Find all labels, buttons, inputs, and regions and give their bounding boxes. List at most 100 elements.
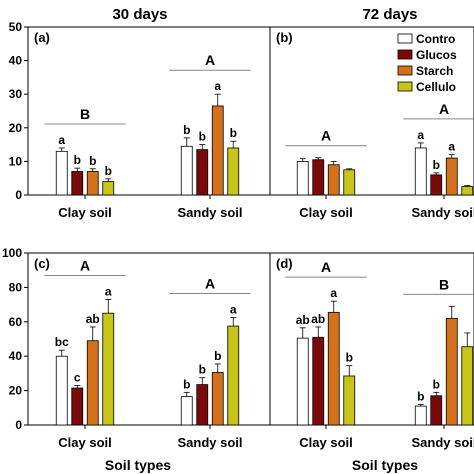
y-tick-label: 40: [9, 349, 23, 363]
significance-letter: b: [199, 130, 206, 144]
significance-letter: b: [105, 164, 112, 178]
bar: [296, 337, 309, 426]
bar: [445, 317, 458, 426]
bar: [71, 387, 84, 426]
significance-letter: a: [330, 286, 337, 300]
bar: [102, 312, 115, 426]
legend-label: Contro: [416, 32, 455, 46]
bar: [296, 160, 309, 196]
bar: [327, 164, 340, 196]
y-tick-label: 100: [2, 246, 22, 260]
bar: [227, 325, 240, 426]
panel-tag: (a): [34, 30, 50, 45]
significance-letter: b: [433, 377, 440, 391]
col-title-72-days: 72 days: [362, 6, 417, 23]
group-letter: A: [205, 276, 215, 292]
significance-letter: b: [183, 123, 190, 137]
significance-letter: b: [183, 377, 190, 391]
x-axis-label-left: Soil types: [105, 457, 171, 473]
legend-swatch: [397, 33, 413, 44]
bar: [71, 171, 84, 196]
significance-letter: bc: [55, 335, 69, 349]
y-tick-label: 50: [9, 20, 23, 34]
significance-letter: b: [214, 349, 221, 363]
bar: [211, 372, 224, 426]
panel-tag: (d): [276, 256, 293, 271]
significance-letter: a: [58, 133, 65, 147]
bar: [211, 105, 224, 196]
category-label: Sandy soil: [177, 205, 242, 220]
legend: Contro Glucos Starch Cellulo: [397, 32, 457, 94]
y-tick-label: 80: [9, 280, 23, 294]
legend-label: Cellulo: [416, 80, 456, 94]
significance-letter: a: [230, 303, 237, 317]
bar: [102, 181, 115, 196]
col-title-30-days: 30 days: [112, 6, 167, 23]
bar: [312, 336, 325, 426]
bar: [180, 396, 193, 426]
y-tick-label: 40: [9, 54, 23, 68]
significance-letter: ab: [311, 312, 325, 326]
significance-letter: ab: [296, 313, 310, 327]
legend-label: Glucos: [416, 48, 457, 62]
y-tick-label: 10: [9, 154, 23, 168]
bar: [196, 384, 209, 426]
significance-letter: a: [417, 128, 424, 142]
bar: [343, 169, 356, 196]
bar: [196, 149, 209, 196]
significance-letter: a: [448, 140, 455, 154]
significance-letter: b: [230, 126, 237, 140]
group-letter: A: [205, 52, 215, 68]
panel-tag: (c): [34, 256, 50, 271]
group-letter: A: [80, 257, 90, 273]
significance-letter: b: [74, 153, 81, 167]
category-label: Clay soil: [58, 435, 111, 450]
bar: [430, 174, 443, 196]
legend-swatch: [397, 65, 413, 76]
bar: [461, 186, 474, 196]
bar: [312, 159, 325, 196]
x-axis-label-right: Soil types: [352, 457, 418, 473]
bar: [430, 395, 443, 426]
panel-tag: (b): [276, 30, 293, 45]
significance-letter: ab: [86, 312, 100, 326]
significance-letter: a: [214, 79, 221, 93]
significance-letter: b: [346, 351, 353, 365]
bar: [414, 405, 427, 426]
plot-frame: [269, 26, 474, 196]
y-tick-label: 0: [15, 188, 22, 202]
category-label: Clay soil: [58, 205, 111, 220]
category-label: Sandy soil: [411, 435, 474, 450]
y-tick-label: 20: [9, 384, 23, 398]
significance-letter: b: [89, 154, 96, 168]
group-letter: B: [80, 106, 90, 122]
bar: [445, 157, 458, 196]
significance-letter: a: [105, 284, 112, 298]
legend-swatch: [397, 81, 413, 92]
significance-letter: b: [433, 158, 440, 172]
significance-letter: c: [74, 370, 81, 384]
bar: [86, 340, 99, 426]
y-tick-label: 20: [9, 121, 23, 135]
legend-swatch: [397, 49, 413, 60]
bar: [180, 145, 193, 196]
category-label: Clay soil: [299, 205, 352, 220]
y-tick-label: 0: [15, 418, 22, 432]
group-letter: A: [321, 128, 331, 144]
bar: [227, 147, 240, 196]
plot-frame: [269, 252, 474, 426]
group-letter: A: [439, 101, 449, 117]
group-letter: A: [321, 259, 331, 275]
y-tick-label: 60: [9, 315, 23, 329]
category-label: Clay soil: [299, 435, 352, 450]
y-tick-label: 30: [9, 87, 23, 101]
bar: [461, 346, 474, 426]
bar: [86, 171, 99, 196]
category-label: Sandy soil: [411, 205, 474, 220]
bar: [343, 375, 356, 426]
significance-letter: b: [199, 363, 206, 377]
